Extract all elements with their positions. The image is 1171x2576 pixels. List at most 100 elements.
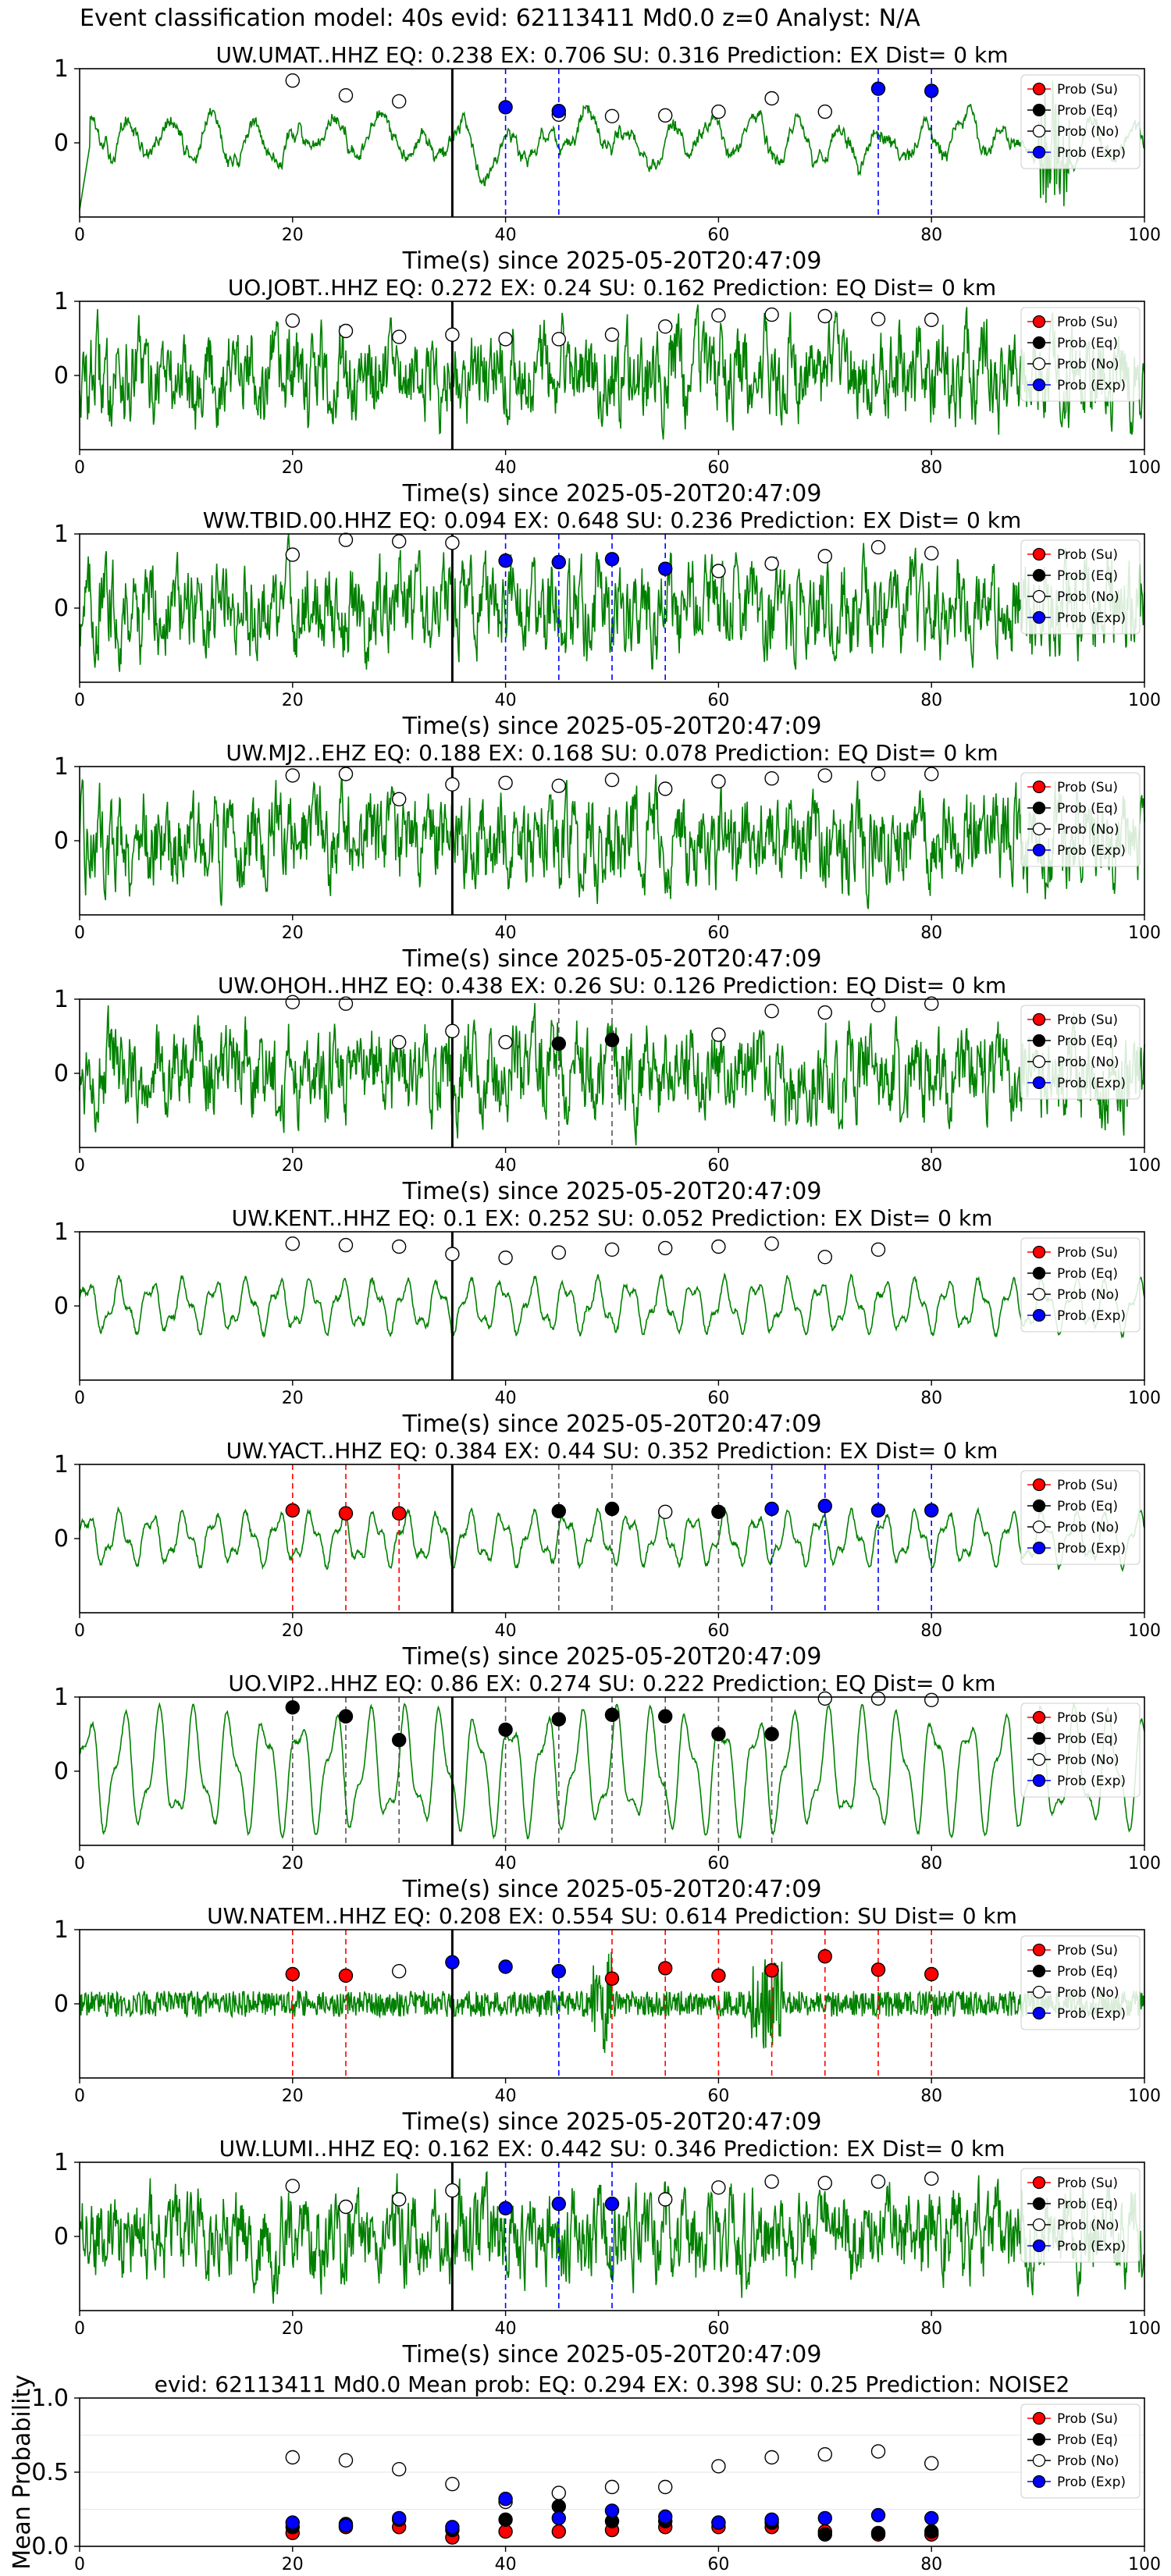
legend-label: Prob (Exp) — [1057, 1774, 1126, 1789]
prob-point — [445, 2520, 460, 2535]
prob-point — [764, 2174, 779, 2189]
panel-title: UO.VIP2..HHZ EQ: 0.86 EX: 0.274 SU: 0.22… — [228, 1670, 995, 1696]
x-tick-label: 80 — [920, 1389, 942, 1408]
x-tick-label: 100 — [1128, 1621, 1161, 1641]
x-tick-label: 20 — [282, 1621, 304, 1641]
x-tick-label: 0 — [74, 458, 85, 478]
legend-marker — [1032, 1752, 1046, 1767]
prob-point — [711, 2515, 726, 2530]
prob-point — [924, 84, 939, 98]
legend-box — [1020, 307, 1141, 402]
x-tick-label: 40 — [495, 1156, 517, 1176]
prob-point — [338, 1968, 354, 1984]
x-tick-label: 80 — [920, 1621, 942, 1641]
x-axis-label: Time(s) since 2025-05-20T20:47:09 — [402, 1643, 822, 1670]
legend-label: Prob (Su) — [1057, 547, 1118, 563]
legend-label: Prob (Eq) — [1057, 1034, 1118, 1049]
prob-point — [711, 774, 726, 789]
x-axis-label: Time(s) since 2025-05-20T20:47:09 — [402, 2341, 822, 2368]
seismogram-trace — [79, 772, 1145, 909]
prob-point — [498, 553, 513, 568]
x-tick-label: 60 — [707, 1621, 729, 1641]
prob-point — [764, 2512, 779, 2528]
x-tick-label: 100 — [1128, 1854, 1161, 1873]
legend-marker — [1032, 1012, 1046, 1026]
legend-label: Prob (Exp) — [1057, 1308, 1126, 1324]
legend-label: Prob (Exp) — [1057, 2475, 1126, 2490]
prob-point — [870, 1962, 886, 1977]
legend-label: Prob (No) — [1057, 589, 1119, 605]
prob-point — [285, 547, 300, 562]
prob-point — [392, 534, 407, 549]
legend-label: Prob (Eq) — [1057, 2197, 1118, 2212]
prob-point — [764, 1003, 779, 1019]
prob-point — [764, 771, 779, 786]
legend-label: Prob (Eq) — [1057, 568, 1118, 584]
prob-point — [604, 2503, 620, 2518]
x-tick-label: 100 — [1128, 226, 1161, 245]
legend-marker — [1032, 1245, 1046, 1259]
legend-label: Prob (No) — [1057, 1055, 1119, 1070]
panel-title: UW.YACT..HHZ EQ: 0.384 EX: 0.44 SU: 0.35… — [226, 1438, 998, 1464]
legend-box — [1020, 1470, 1141, 1565]
legend-box — [1020, 74, 1141, 169]
x-tick-label: 20 — [282, 2087, 304, 2106]
legend-marker — [1032, 103, 1046, 117]
prob-point — [445, 1955, 460, 1970]
legend-label: Prob (Exp) — [1057, 2006, 1126, 2022]
x-axis-label: Time(s) since 2025-05-20T20:47:09 — [402, 480, 822, 507]
prob-point — [392, 2192, 407, 2207]
prob-point — [870, 539, 886, 555]
prob-point — [658, 2479, 673, 2495]
x-tick-label: 100 — [1128, 923, 1161, 943]
prob-point — [764, 91, 779, 106]
legend-marker — [1032, 2197, 1046, 2211]
legend-marker — [1032, 1774, 1046, 1788]
prob-point — [924, 2510, 939, 2526]
prob-point — [338, 767, 354, 781]
y-tick-label: 0 — [54, 1293, 69, 1320]
prob-point — [658, 1961, 673, 1976]
legend-marker — [1032, 1076, 1046, 1090]
x-tick-label: 80 — [920, 1854, 942, 1873]
y-tick-label: 1 — [54, 288, 69, 315]
legend: Prob (Su) Prob (Eq) Prob (No) Prob (Exp) — [1020, 2168, 1141, 2263]
prob-point — [924, 2456, 939, 2471]
prob-point — [392, 2461, 407, 2477]
x-tick-label: 60 — [707, 2555, 729, 2574]
prob-point — [817, 549, 833, 564]
legend-marker — [1032, 1985, 1046, 1999]
prob-point — [551, 1036, 566, 1051]
legend-label: Prob (Eq) — [1057, 103, 1118, 119]
legend-label: Prob (Eq) — [1057, 2432, 1118, 2448]
prob-point — [604, 327, 620, 342]
prob-point — [658, 1504, 673, 1520]
prob-point — [498, 1959, 513, 1974]
prob-point — [817, 1005, 833, 1020]
legend-marker — [1032, 357, 1046, 371]
prob-point — [338, 1709, 354, 1724]
prob-point — [817, 308, 833, 324]
prob-point — [445, 2476, 460, 2492]
prob-point — [924, 2524, 939, 2539]
station-panel: evid: 62113411 Md0.0 Mean prob: EQ: 0.29… — [9, 2371, 1161, 2574]
prob-point — [658, 108, 673, 123]
prob-point — [498, 2524, 513, 2539]
prob-point — [870, 2174, 886, 2189]
prob-point — [817, 2510, 833, 2526]
x-tick-label: 40 — [495, 226, 517, 245]
prob-point — [604, 2196, 620, 2211]
prob-point — [498, 1034, 513, 1050]
x-tick-label: 20 — [282, 1389, 304, 1408]
panel-title: WW.TBID.00.HHZ EQ: 0.094 EX: 0.648 SU: 0… — [203, 507, 1022, 533]
y-tick-label: 1 — [54, 1916, 69, 1944]
legend-marker — [1032, 1478, 1046, 1492]
station-panel: UO.VIP2..HHZ EQ: 0.86 EX: 0.274 SU: 0.22… — [54, 1670, 1161, 1903]
prob-point — [658, 319, 673, 334]
prob-point — [551, 1712, 566, 1727]
prob-point — [285, 994, 300, 1010]
x-tick-label: 100 — [1128, 1156, 1161, 1176]
legend-label: Prob (No) — [1057, 1752, 1119, 1768]
legend-label: Prob (No) — [1057, 822, 1119, 838]
prob-point — [498, 332, 513, 347]
